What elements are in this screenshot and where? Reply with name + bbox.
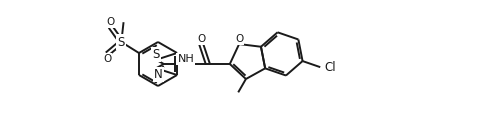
Text: O: O: [235, 34, 243, 44]
Text: O: O: [106, 17, 114, 27]
Text: NH: NH: [178, 54, 194, 64]
Text: O: O: [103, 54, 111, 64]
Text: Cl: Cl: [324, 61, 336, 74]
Text: N: N: [154, 68, 163, 81]
Text: S: S: [118, 35, 125, 49]
Text: S: S: [153, 48, 160, 61]
Text: O: O: [197, 34, 205, 44]
